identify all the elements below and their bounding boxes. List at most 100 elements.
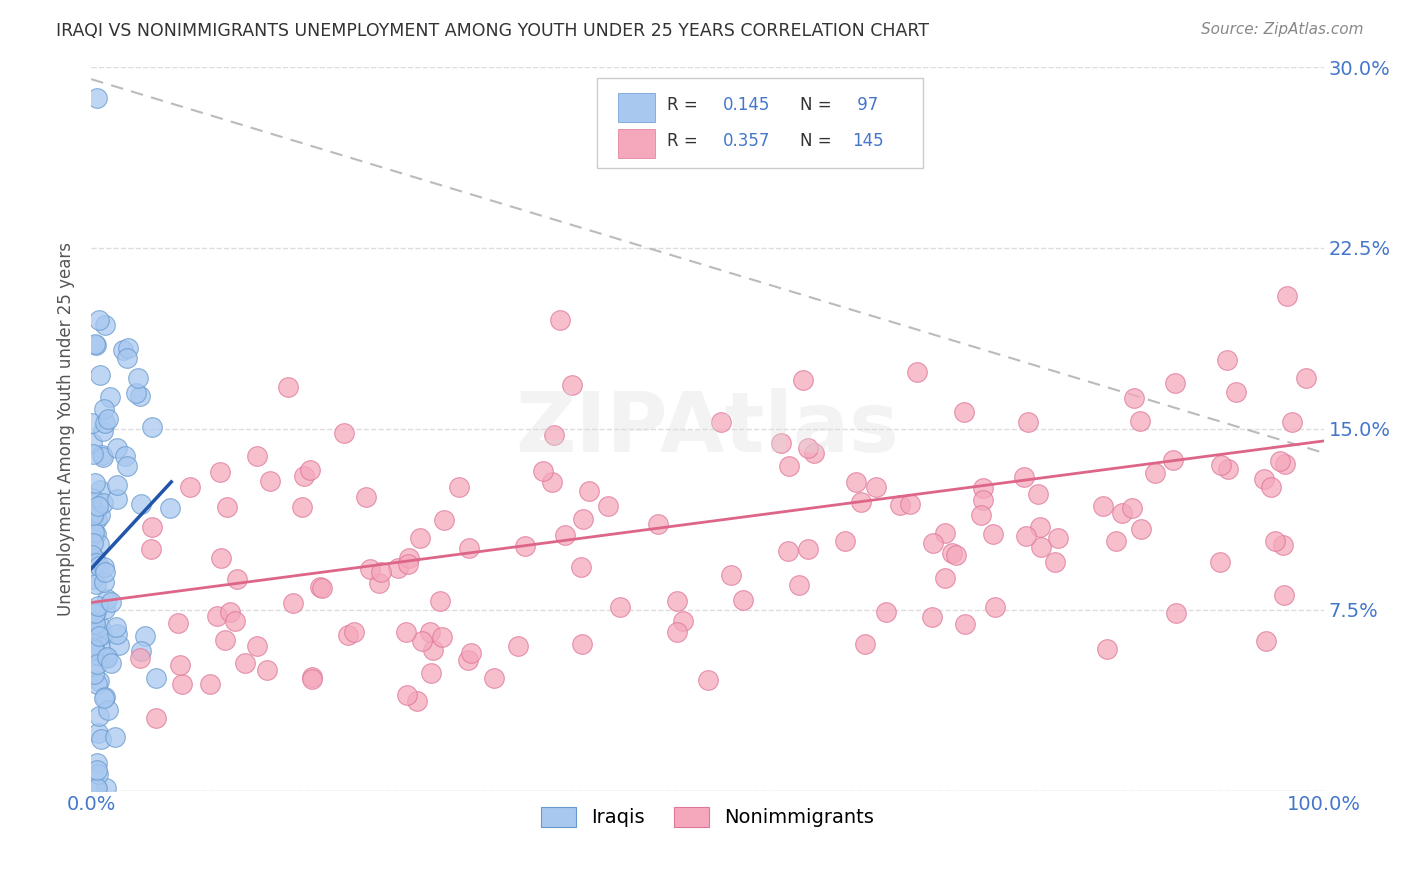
Point [1111, 506, 1133, 520]
Point [298, 463, 321, 477]
Point [84, 576, 107, 591]
Point [207, 608, 229, 623]
FancyBboxPatch shape [617, 129, 655, 158]
Point [129, 651, 152, 665]
Point [845, 475, 868, 489]
Point [569, 559, 592, 574]
Point [291, 500, 314, 514]
Point [84, 556, 107, 570]
Point [406, 694, 429, 708]
Point [91, 628, 114, 642]
Point [100, 656, 122, 670]
Point [91, 450, 114, 464]
Point [889, 498, 911, 512]
Point [422, 643, 444, 657]
Point [409, 532, 432, 546]
Point [83, 640, 105, 655]
Point [129, 497, 152, 511]
Point [672, 614, 695, 628]
Point [82, 491, 104, 506]
Point [86, 512, 108, 526]
Point [429, 594, 451, 608]
Point [561, 377, 583, 392]
Point [209, 465, 232, 479]
Point [141, 520, 163, 534]
Point [87, 537, 110, 551]
Point [554, 528, 576, 542]
Point [84, 606, 107, 620]
Point [86, 91, 108, 105]
Point [86, 677, 108, 691]
Point [277, 380, 299, 394]
Point [1017, 415, 1039, 429]
Point [89, 312, 111, 326]
Point [1129, 414, 1152, 428]
Point [953, 617, 976, 632]
Point [1164, 607, 1187, 621]
Point [934, 525, 956, 540]
Point [387, 561, 409, 575]
Text: 0.357: 0.357 [723, 133, 769, 151]
Point [356, 490, 378, 504]
Point [984, 600, 1007, 615]
Point [411, 634, 433, 648]
Point [117, 342, 139, 356]
Text: N =: N = [800, 133, 837, 151]
Point [1012, 470, 1035, 484]
Point [1270, 454, 1292, 468]
Point [91, 448, 114, 462]
Point [311, 581, 333, 595]
Point [96, 649, 118, 664]
Point [1026, 487, 1049, 501]
Point [82, 508, 104, 522]
Point [370, 565, 392, 579]
Point [105, 627, 128, 641]
Point [86, 626, 108, 640]
Point [1272, 588, 1295, 602]
Point [246, 639, 269, 653]
Point [430, 630, 453, 644]
Point [233, 657, 256, 671]
Point [93, 574, 115, 589]
Point [145, 711, 167, 725]
Point [898, 497, 921, 511]
Text: ZIPAtlas: ZIPAtlas [516, 388, 900, 469]
Point [115, 351, 138, 365]
Point [82, 573, 104, 587]
Point [1216, 462, 1239, 476]
Point [83, 667, 105, 681]
Point [84, 504, 107, 518]
Point [84, 551, 107, 566]
Point [905, 365, 928, 379]
Point [89, 708, 111, 723]
Point [301, 673, 323, 687]
Point [1211, 458, 1233, 472]
Point [97, 703, 120, 717]
Point [1274, 457, 1296, 471]
Point [91, 496, 114, 510]
Point [395, 688, 418, 702]
Point [84, 476, 107, 491]
Point [337, 628, 360, 642]
Point [865, 480, 887, 494]
Point [87, 599, 110, 613]
Point [93, 565, 115, 579]
Point [91, 424, 114, 438]
Point [82, 548, 104, 562]
Point [733, 593, 755, 607]
Point [87, 559, 110, 574]
Point [82, 435, 104, 450]
Point [87, 629, 110, 643]
Point [89, 483, 111, 497]
Point [1272, 538, 1295, 552]
Point [89, 674, 111, 689]
Point [921, 610, 943, 624]
Point [1163, 376, 1185, 390]
Point [1121, 501, 1143, 516]
Point [93, 690, 115, 705]
Point [598, 499, 620, 513]
Point [89, 368, 111, 382]
Point [1105, 534, 1128, 549]
Point [115, 458, 138, 473]
Point [259, 474, 281, 488]
